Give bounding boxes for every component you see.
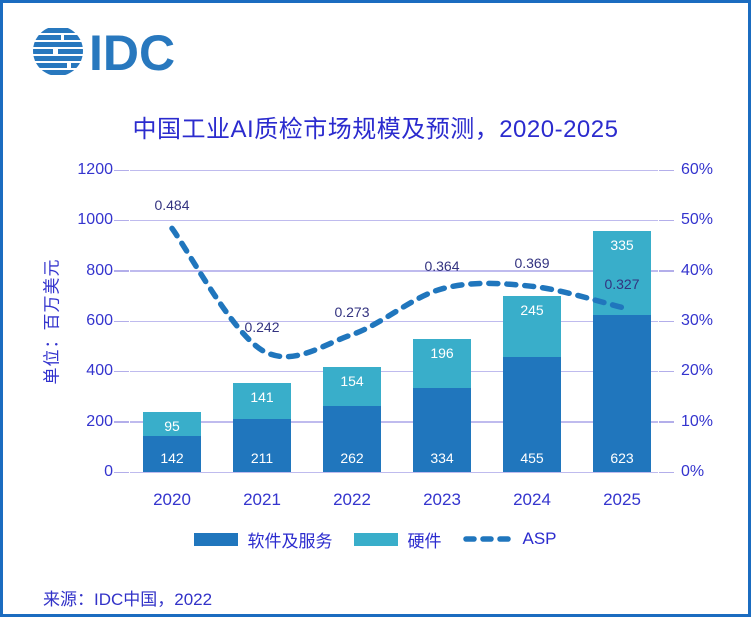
gridline (130, 421, 658, 423)
bar-value-label-hardware: 95 (164, 418, 180, 435)
bar-segment-hardware (143, 412, 201, 437)
y-tickmark-left (114, 219, 129, 222)
legend-item: 硬件 (354, 527, 441, 552)
gridline (130, 320, 658, 322)
bar-value-label-software: 623 (610, 450, 634, 466)
gridline (130, 471, 658, 473)
bar-value-label-software: 142 (160, 450, 184, 466)
legend: 软件及服务 硬件 ASP (3, 527, 748, 552)
y-tickmark-right (659, 471, 674, 473)
idc-globe-icon (33, 28, 83, 75)
legend-label: ASP (522, 529, 557, 548)
y-tickmark-left (114, 320, 129, 322)
y-tick-label-left: 200 (86, 412, 113, 430)
asp-value-label: 0.364 (424, 257, 460, 274)
asp-value-label: 0.327 (604, 276, 640, 293)
bar-value-label-software: 455 (520, 450, 544, 466)
bar-value-label-hardware: 141 (250, 389, 274, 406)
y-tick-label-right: 0% (681, 463, 705, 480)
bar-segment-hardware (233, 383, 291, 419)
y-tick-label-left: 0 (104, 463, 113, 480)
x-tick-label: 2021 (243, 490, 281, 509)
gridline (130, 270, 658, 272)
idc-logo: IDC (33, 25, 175, 79)
bar-segment-software (323, 406, 381, 472)
bar-value-label-hardware: 196 (430, 344, 454, 361)
y-tick-label-left: 400 (86, 362, 113, 380)
y-tickmark-right (659, 270, 674, 272)
y-tick-label-right: 50% (681, 211, 714, 229)
legend-swatch-software (194, 532, 239, 546)
y-tick-label-right: 10% (681, 412, 714, 430)
x-tick-label: 2020 (153, 490, 191, 509)
asp-value-label: 0.242 (244, 319, 280, 336)
bar-value-label-software: 262 (340, 450, 364, 466)
y-tick-label-right: 60% (681, 161, 714, 178)
y-axis-title: 单位：百万美元 (33, 170, 67, 472)
y-tickmark-right (659, 370, 674, 373)
y-tickmark-left (114, 421, 129, 423)
legend-dash-icon (463, 536, 514, 542)
bar-segment-software (503, 357, 561, 472)
x-tick-label: 2023 (423, 490, 461, 509)
y-tickmark-left (114, 270, 129, 272)
y-tickmark-left (114, 471, 129, 473)
y-tick-label-right: 30% (681, 312, 714, 329)
y-tickmark-left (114, 169, 129, 171)
x-tick-label: 2024 (513, 490, 551, 509)
y-tick-label-left: 1200 (77, 161, 113, 178)
y-tick-label-right: 20% (681, 362, 714, 380)
y-tickmark-right (659, 219, 674, 222)
legend-item: 软件及服务 (194, 527, 332, 552)
bar-value-label-hardware: 154 (340, 373, 364, 390)
x-tick-label: 2025 (603, 490, 641, 509)
y-tickmark-left (114, 370, 129, 373)
bar-segment-software (413, 387, 471, 472)
y-axis-title-text: 单位：百万美元 (42, 258, 62, 384)
bar-value-label-hardware: 245 (520, 301, 544, 318)
gridline (130, 370, 658, 373)
y-tickmark-right (659, 320, 674, 322)
idc-logo-text: IDC (89, 25, 175, 79)
legend-label: 硬件 (407, 531, 442, 551)
bar-segment-hardware (323, 367, 381, 407)
y-tick-label-left: 800 (86, 261, 113, 279)
bar-segment-software (233, 418, 291, 472)
bar-value-label-software: 334 (430, 450, 454, 466)
bar-segment-software (143, 436, 201, 472)
legend-label: 软件及服务 (247, 531, 333, 551)
y-tickmark-right (659, 169, 674, 171)
y-tick-label-right: 40% (681, 261, 714, 279)
chart-title: 中国工业AI质检市场规模及预测，2020-2025 (132, 116, 619, 143)
bar-segment-software (593, 315, 651, 472)
x-tick-label: 2022 (333, 490, 371, 509)
y-tick-label-left: 1000 (77, 211, 113, 229)
asp-value-label: 0.273 (334, 303, 370, 320)
legend-item: ASP (463, 529, 557, 549)
y-tick-label-left: 600 (86, 312, 113, 329)
gridline (130, 219, 658, 222)
asp-value-label: 0.369 (514, 255, 550, 272)
source-note: 来源：IDC中国，2022 (43, 590, 213, 609)
gridline (130, 169, 658, 171)
y-tickmark-right (659, 421, 674, 423)
legend-swatch-hardware (354, 532, 399, 546)
bar-value-label-software: 211 (250, 450, 274, 466)
asp-value-label: 0.484 (154, 197, 190, 214)
bar-value-label-hardware: 335 (610, 236, 634, 253)
